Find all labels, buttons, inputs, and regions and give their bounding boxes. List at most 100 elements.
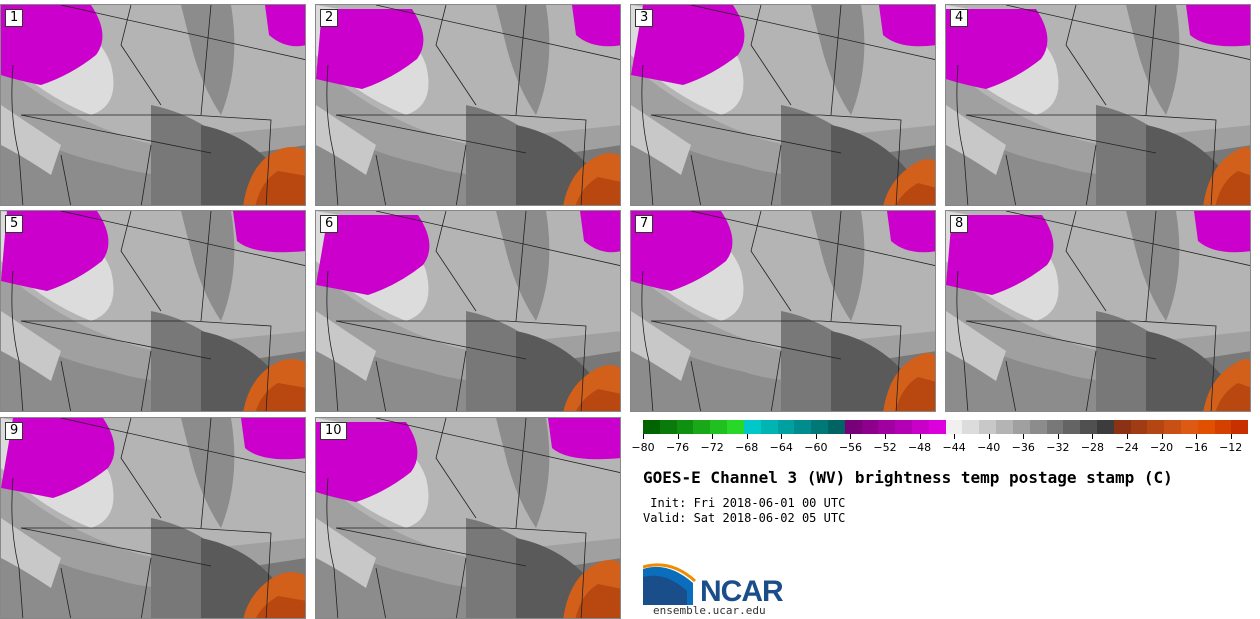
colorbar-tick <box>1057 434 1059 439</box>
map-panel-7: 7 <box>630 210 936 412</box>
colorbar-tick-label: −60 <box>804 441 828 454</box>
colorbar-segment <box>928 420 946 434</box>
colorbar-segment <box>1181 420 1198 434</box>
colorbar-segment <box>777 420 795 434</box>
colorbar-segment <box>945 420 963 434</box>
colorbar-segment <box>827 420 845 434</box>
colorbar-segment <box>1096 420 1114 434</box>
colorbar-segment <box>1113 420 1131 434</box>
colorbar-segment <box>643 420 660 434</box>
colorbar-segment <box>996 420 1013 434</box>
colorbar-tick-label: −64 <box>769 441 793 454</box>
colorbar-tick-label: −28 <box>1080 441 1105 454</box>
colorbar-tick <box>1161 434 1163 439</box>
colorbar-tick <box>746 434 748 439</box>
ncar-logo-icon <box>643 563 697 605</box>
colorbar-segment <box>727 420 744 434</box>
map-panel-9: 9 <box>0 417 306 619</box>
colorbar-tick <box>712 434 714 439</box>
colorbar-tick-label: −80 <box>631 441 655 454</box>
colorbar-tick-label: −40 <box>977 441 1001 454</box>
panel-number: 9 <box>5 422 24 440</box>
map-panel-10: 10 <box>315 417 621 619</box>
colorbar-tick <box>988 434 990 439</box>
colorbar-tick <box>1127 434 1128 439</box>
colorbar-segment <box>659 420 677 434</box>
colorbar-segment <box>1231 420 1249 434</box>
colorbar-segment <box>760 420 778 434</box>
colorbar-tick-label: −52 <box>873 441 897 454</box>
panel-number: 2 <box>320 9 339 27</box>
colorbar-tick <box>885 434 886 439</box>
ncar-logo-text: NCAR <box>700 575 784 608</box>
panel-number: 4 <box>950 9 969 27</box>
colorbar-segment <box>878 420 896 434</box>
colorbar-tick-label: −16 <box>1184 441 1208 454</box>
map-panel-3: 3 <box>630 4 936 206</box>
map-panel-4: 4 <box>945 4 1251 206</box>
colorbar-segment <box>912 420 929 434</box>
colorbar-tick <box>1230 434 1232 439</box>
panel-number: 5 <box>5 215 24 233</box>
colorbar-tick-label: −24 <box>1115 441 1139 454</box>
panel-number: 8 <box>950 215 969 233</box>
colorbar-tick-label: −36 <box>1011 441 1035 454</box>
colorbar-tick <box>850 434 852 439</box>
colorbar <box>643 420 1249 434</box>
colorbar-ticks: −80 −76 −72 −68 −64 −60 −56 −52 −48 −44 −40 −36 −32−… <box>631 434 1248 458</box>
colorbar-segment <box>1197 420 1215 434</box>
colorbar-segment <box>710 420 728 434</box>
map-panel-5: 5 <box>0 210 306 412</box>
time-info: Init: Fri 2018-06-01 00 UTC Valid: Sat 2… <box>643 496 845 526</box>
colorbar-segment <box>844 420 862 434</box>
colorbar-tick <box>677 434 679 439</box>
colorbar-tick-label: −68 <box>735 441 759 454</box>
colorbar-segment <box>861 420 879 434</box>
colorbar-tick-label: −56 <box>838 441 863 454</box>
panel-number: 10 <box>320 422 347 440</box>
colorbar-tick-label: −72 <box>700 441 724 454</box>
colorbar-segment <box>1046 420 1064 434</box>
colorbar-segment <box>1147 420 1165 434</box>
colorbar-segment <box>811 420 828 434</box>
colorbar-segment <box>1063 420 1081 434</box>
panel-number: 1 <box>5 9 24 27</box>
colorbar-segment <box>962 420 980 434</box>
panel-number: 3 <box>635 9 654 27</box>
map-panel-1: 1 <box>0 4 306 206</box>
colorbar-tick-label: −48 <box>907 441 932 454</box>
colorbar-segment <box>743 420 761 434</box>
colorbar-segment <box>1080 420 1097 434</box>
colorbar-segment <box>794 420 812 434</box>
panel-number: 7 <box>635 215 654 233</box>
init-time: Init: Fri 2018-06-01 00 UTC <box>643 496 846 510</box>
colorbar-segment <box>1029 420 1047 434</box>
valid-time: Valid: Sat 2018-06-02 05 UTC <box>643 511 846 525</box>
colorbar-tick-label: −44 <box>942 441 966 454</box>
colorbar-tick-label: −20 <box>1149 441 1174 454</box>
colorbar-tick <box>1092 434 1094 439</box>
colorbar-tick-label: −12 <box>1219 441 1243 454</box>
colorbar-tick-label: −32 <box>1046 441 1070 454</box>
colorbar-segment <box>693 420 711 434</box>
chart-title: GOES-E Channel 3 (WV) brightness temp po… <box>643 468 1173 487</box>
colorbar-tick-label: −76 <box>665 441 690 454</box>
colorbar-segment <box>1214 420 1232 434</box>
colorbar-segment <box>895 420 912 434</box>
site-url: ensemble.ucar.edu <box>653 604 766 617</box>
colorbar-tick <box>643 434 644 439</box>
colorbar-segment <box>676 420 694 434</box>
map-panel-6: 6 <box>315 210 621 412</box>
colorbar-tick <box>919 434 921 439</box>
colorbar-segment <box>1012 420 1030 434</box>
colorbar-tick <box>1196 434 1198 439</box>
colorbar-tick <box>1023 434 1025 439</box>
panel-number: 6 <box>320 215 339 233</box>
colorbar-segment <box>979 420 997 434</box>
colorbar-tick <box>815 434 817 439</box>
map-panel-8: 8 <box>945 210 1251 412</box>
colorbar-segment <box>1130 420 1148 434</box>
map-panel-2: 2 <box>315 4 621 206</box>
colorbar-tick <box>954 434 956 439</box>
colorbar-segment <box>1164 420 1181 434</box>
